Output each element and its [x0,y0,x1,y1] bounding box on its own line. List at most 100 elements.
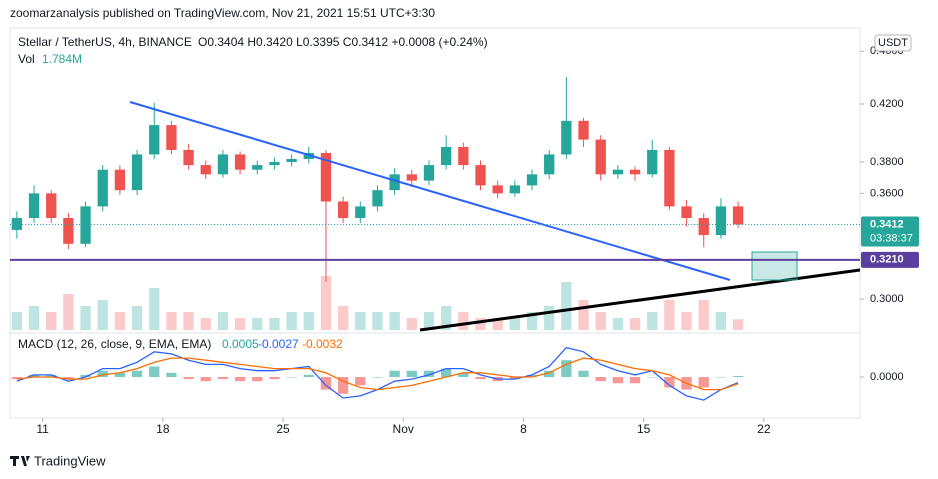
hline-label: 0.3210 [870,254,904,266]
histogram-bar [629,376,641,384]
volume-bar [355,312,366,330]
candle-body [28,193,40,219]
volume-bar [732,319,744,330]
histogram-bar [286,376,297,378]
histogram-bar [11,376,23,380]
volume-bar [46,312,57,330]
volume-value: 1.784M [42,52,82,66]
volume-bar [63,294,74,330]
hline-badge [861,251,919,268]
layers [11,77,744,401]
volume-bar [114,312,126,330]
candle-body [578,120,589,140]
histogram-bar [612,376,624,384]
volume-bar [406,318,417,330]
candle-body [97,169,108,207]
volume-bar [629,318,641,330]
last-price-label: 0.3412 [870,218,904,230]
histogram-bar [337,376,349,394]
volume-bar [97,300,108,330]
candle-body [526,174,538,186]
candle-body [732,206,744,225]
histogram-bar [423,370,435,377]
ohlc: O0.3404 H0.3420 L0.3395 C0.3412 +0.0008 … [198,35,488,49]
volume-bar [303,312,314,330]
histogram-bar [647,376,658,378]
trend-line [129,101,731,281]
volume-bar [234,318,246,330]
histogram-bar [303,374,314,377]
y-tick-label: 0.3800 [870,156,904,168]
volume-bar [509,318,520,330]
volume-bar [131,306,143,330]
candle-body [183,149,194,166]
x-tick-label: 11 [36,422,49,436]
candle-body [698,218,709,236]
candle-body [114,169,126,191]
logo-icon [10,456,30,466]
histogram-bar [355,376,366,386]
candle-body [612,169,624,175]
candle-body [320,152,332,202]
candle-body [355,206,366,219]
signal-value: -0.0032 [302,337,343,351]
candle-body [166,125,177,150]
volume-bar [561,282,572,330]
logo-text: TradingView [34,453,106,468]
candle-body [252,165,263,170]
volume-bar [475,318,486,330]
last-price-badge [861,216,919,247]
macd-title: MACD (12, 26, close, 9, EMA, EMA) [18,337,211,351]
candle-body [458,146,469,166]
histogram-bar [526,374,538,377]
volume-bar [492,318,503,330]
histogram-bar [578,370,589,377]
volume-bar [698,300,709,330]
volume-bar [320,276,332,330]
candle-body [406,174,417,181]
volume-bar [166,312,177,330]
macd-line [16,357,739,391]
histogram-bar [46,374,57,377]
candle-body [149,125,160,155]
candle-body [46,193,57,219]
candle-body [234,154,246,170]
target-box [751,251,798,281]
candle-body [131,154,143,191]
candle-body [217,154,229,175]
y-tick-label: 0.3000 [870,293,904,305]
histogram-bar [97,370,108,377]
volume-bar [28,306,40,330]
volume-bar [423,312,435,330]
histogram-bar [234,376,246,382]
volume-bar [149,288,160,330]
candle-body [629,169,641,175]
histogram-bar [217,376,229,380]
histogram-bar [698,376,709,388]
volume-bar [269,318,280,330]
candle-body [647,149,658,175]
histogram-bar [561,360,572,377]
histogram-bar [441,368,452,377]
histogram-bar [80,374,91,377]
volume-bar [389,312,400,330]
published-note: zoomarzanalysis published on TradingView… [10,6,435,20]
volume-bar [458,312,469,330]
currency: USDT [878,37,908,49]
histogram-bar [114,372,126,377]
histogram-bar [149,366,160,377]
candle-body [372,190,383,207]
candle-body [337,201,349,219]
candle-body [475,165,486,186]
histogram-value: 0.0005 [222,337,259,351]
candle-body [544,154,555,175]
histogram-bar [475,376,486,380]
histogram-bar [544,370,555,377]
histogram-bar [166,372,177,377]
histogram-bar [715,376,727,378]
macd-value: -0.0027 [258,337,299,351]
volume-bar [337,306,349,330]
histogram-bar [28,374,40,377]
